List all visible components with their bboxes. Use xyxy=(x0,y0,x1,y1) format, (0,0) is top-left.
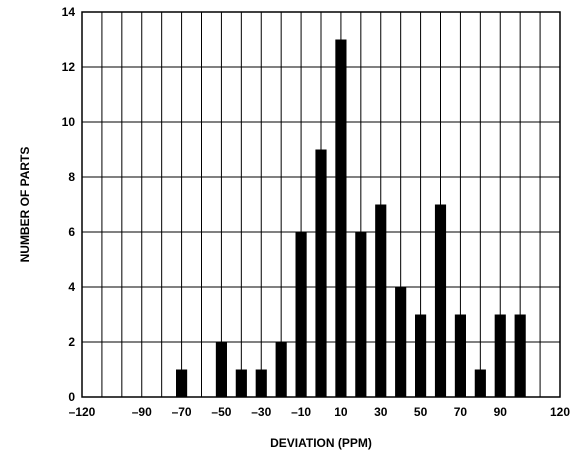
bar xyxy=(335,39,347,397)
bar xyxy=(255,369,267,397)
x-axis-title: DEVIATION (PPM) xyxy=(270,436,372,450)
y-tick-label: 6 xyxy=(68,225,75,239)
bar xyxy=(474,369,486,397)
y-tick-label: 10 xyxy=(62,115,76,129)
x-tick-label: 10 xyxy=(334,405,348,419)
bar xyxy=(176,369,188,397)
y-tick-label: 0 xyxy=(68,390,75,404)
bar xyxy=(454,314,466,397)
x-tick-label: 50 xyxy=(414,405,428,419)
y-tick-label: 8 xyxy=(68,170,75,184)
y-tick-label: 12 xyxy=(62,60,76,74)
bar-series xyxy=(176,39,526,397)
bar xyxy=(494,314,506,397)
bar xyxy=(415,314,427,397)
x-tick-label: –90 xyxy=(132,405,152,419)
x-tick-label: 30 xyxy=(374,405,388,419)
y-axis-title: NUMBER OF PARTS xyxy=(18,147,32,263)
y-tick-label: 2 xyxy=(68,335,75,349)
x-tick-label: 70 xyxy=(454,405,468,419)
x-tick-label: –70 xyxy=(172,405,192,419)
bar xyxy=(315,149,327,397)
bar xyxy=(434,204,447,397)
bar xyxy=(235,369,247,397)
x-tick-label: –30 xyxy=(251,405,271,419)
plot-frame xyxy=(81,11,561,398)
bar xyxy=(355,232,367,397)
y-tick-label: 14 xyxy=(62,5,76,19)
x-tick-labels: –120 –90 –70 –50 –30 –10 10 30 50 70 90 120 xyxy=(69,405,571,419)
y-tick-labels: 0 2 4 6 8 10 12 14 xyxy=(62,5,76,404)
y-tick-label: 4 xyxy=(68,280,75,294)
bar xyxy=(215,342,227,397)
bar xyxy=(514,314,526,397)
x-tick-label: –10 xyxy=(291,405,311,419)
bar xyxy=(295,232,307,397)
bar xyxy=(375,204,387,397)
bar xyxy=(395,287,407,397)
x-tick-label: –120 xyxy=(69,405,96,419)
x-tick-label: 90 xyxy=(494,405,508,419)
bar xyxy=(275,342,287,397)
x-tick-label: –50 xyxy=(211,405,231,419)
x-tick-label: 120 xyxy=(550,405,570,419)
